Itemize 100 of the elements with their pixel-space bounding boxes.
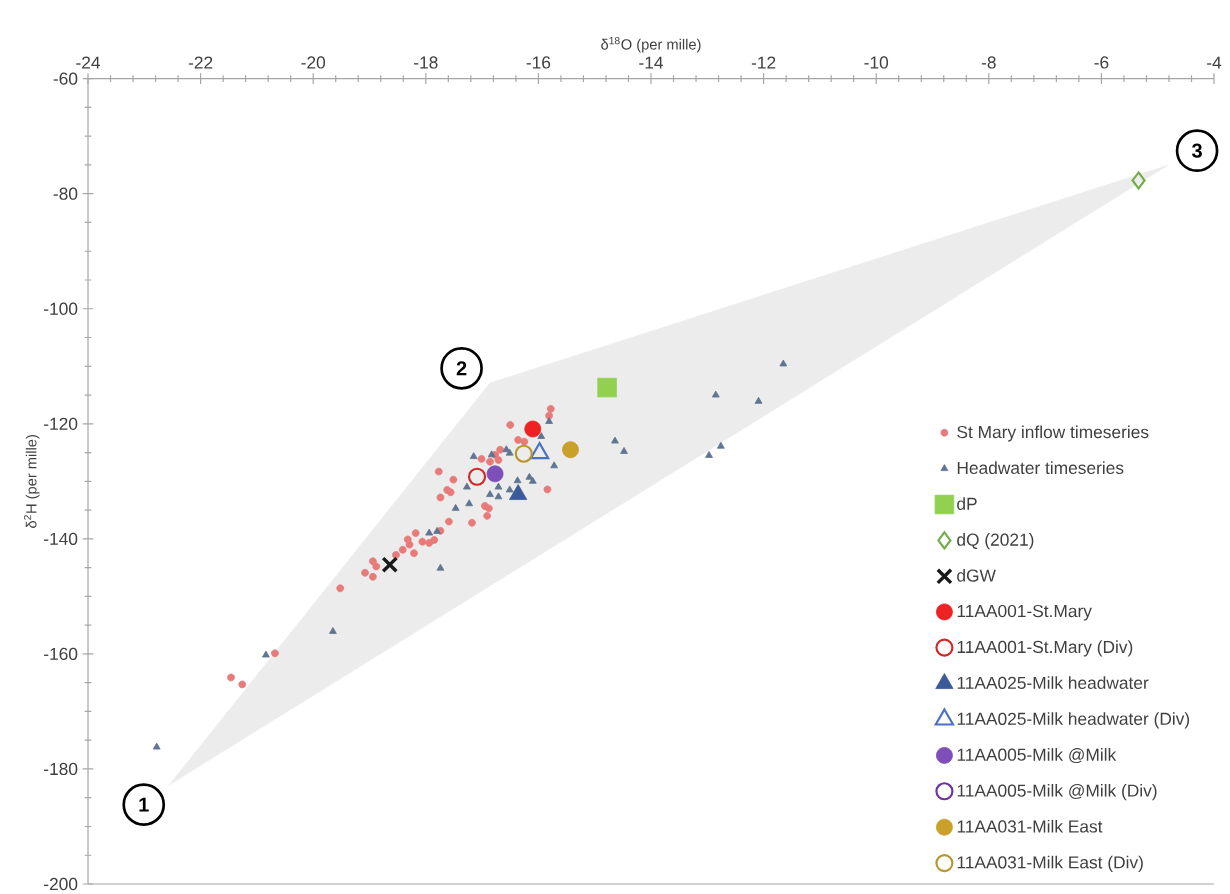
point xyxy=(505,485,514,493)
point xyxy=(463,482,471,490)
x-tick-label: -22 xyxy=(188,56,213,69)
annotation: 3 xyxy=(1191,143,1202,158)
point xyxy=(369,572,377,581)
point xyxy=(620,447,628,454)
x-tick-label: -14 xyxy=(639,56,664,69)
y-tick-label: -200 xyxy=(44,877,78,891)
point xyxy=(436,563,445,571)
point xyxy=(754,396,763,404)
x-tick-label: -20 xyxy=(301,56,326,69)
point xyxy=(381,556,399,574)
point xyxy=(546,404,555,413)
y-tick-label: -160 xyxy=(44,647,78,661)
point xyxy=(506,421,515,429)
point xyxy=(262,650,270,658)
point xyxy=(329,627,337,634)
y-tick-label: -100 xyxy=(44,302,78,315)
point xyxy=(486,457,494,466)
legend-label: dGW xyxy=(957,568,996,582)
point xyxy=(496,445,504,454)
point xyxy=(469,452,478,459)
point xyxy=(537,432,546,439)
legend-label: 11AA005-Milk @Milk (Div) xyxy=(957,784,1157,801)
point xyxy=(611,436,619,444)
x-tick-label: -4 xyxy=(1207,56,1222,69)
y-axis-title: δ$^{2}$H (per mille) xyxy=(23,435,40,528)
point xyxy=(451,503,460,511)
legend-label: 11AA031-Milk East (Div) xyxy=(957,855,1143,872)
legend-label: 11AA001-St.Mary xyxy=(957,604,1092,621)
point xyxy=(227,673,235,682)
y-tick-label: -180 xyxy=(44,762,78,776)
point xyxy=(514,436,523,444)
point xyxy=(543,485,552,494)
point xyxy=(434,467,443,476)
point xyxy=(711,390,720,398)
legend-label: 11AA031-Milk East xyxy=(957,819,1103,833)
point xyxy=(468,518,476,527)
point xyxy=(418,537,427,546)
y-tick-label: -120 xyxy=(44,417,78,430)
point xyxy=(514,444,533,463)
point xyxy=(486,465,504,483)
legend-label: 11AA005-Milk @Milk xyxy=(957,748,1117,764)
point xyxy=(477,455,486,463)
point xyxy=(494,482,503,490)
point xyxy=(483,511,492,520)
legend-label: dP xyxy=(957,497,977,510)
y-tick-label: -140 xyxy=(44,532,78,545)
point xyxy=(1131,171,1146,190)
legend-label: 11AA025-Milk headwater xyxy=(957,676,1149,689)
point xyxy=(494,456,503,464)
x-tick-label: -6 xyxy=(1094,56,1109,69)
x-tick-label: -16 xyxy=(526,56,551,69)
point xyxy=(410,549,418,558)
point xyxy=(425,539,434,547)
point xyxy=(449,475,458,484)
annotation: 2 xyxy=(456,361,467,376)
x-tick-label: -24 xyxy=(76,56,101,69)
legend-label: dQ (2021) xyxy=(957,533,1034,550)
point xyxy=(597,377,617,398)
point xyxy=(271,649,279,658)
point xyxy=(467,467,487,486)
point xyxy=(398,545,407,554)
point xyxy=(484,504,493,513)
point xyxy=(550,461,559,469)
point xyxy=(336,584,345,593)
point xyxy=(528,476,537,484)
point xyxy=(411,529,420,537)
x-axis-title: δ$^{18}$O (per mille) xyxy=(601,37,701,53)
legend-label: 11AA025-Milk headwater (Div) xyxy=(957,712,1190,729)
point xyxy=(545,417,553,424)
legend-label: Headwater timeseries xyxy=(957,461,1124,475)
annotation: 1 xyxy=(139,797,149,812)
point xyxy=(405,540,414,549)
y-tick-label: -60 xyxy=(53,72,78,85)
point xyxy=(505,448,514,456)
x-tick-label: -10 xyxy=(864,56,889,69)
point xyxy=(445,517,453,526)
point xyxy=(486,490,494,497)
point xyxy=(525,472,534,480)
point xyxy=(361,568,369,577)
point xyxy=(494,492,503,500)
point xyxy=(425,528,434,536)
point xyxy=(513,476,522,484)
x-tick-label: -8 xyxy=(981,56,996,69)
x-tick-label: -18 xyxy=(414,56,438,69)
point xyxy=(392,551,400,559)
point xyxy=(562,441,579,459)
point xyxy=(436,493,445,502)
point xyxy=(779,359,788,367)
point xyxy=(520,437,529,446)
point xyxy=(152,742,161,750)
point xyxy=(529,442,550,460)
legend-label: 11AA001-St.Mary (Div) xyxy=(957,640,1133,657)
point xyxy=(433,526,441,534)
y-tick-label: -80 xyxy=(53,187,78,200)
point xyxy=(716,441,725,449)
legend-label: St Mary inflow timeseries xyxy=(957,425,1149,442)
point xyxy=(524,420,542,438)
point xyxy=(238,680,247,689)
